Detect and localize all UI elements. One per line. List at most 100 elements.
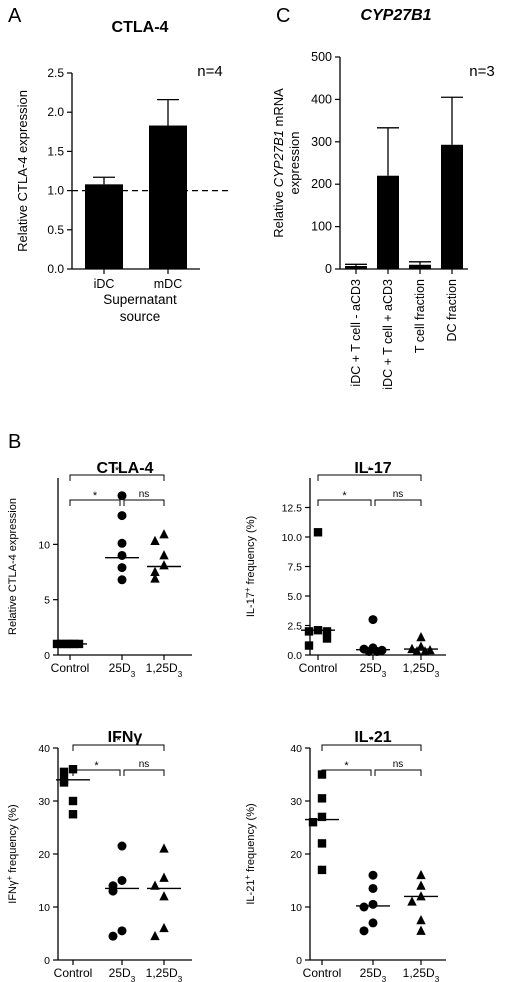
chart-a-y-tick-label: 2.5 (47, 66, 64, 80)
chart-b4-point (359, 926, 369, 936)
chart-b4-title: IL-21 (354, 729, 391, 746)
chart-b1-x-tick-label-part: 3 (131, 669, 136, 679)
chart-b1-x-tick-label: 1,25D3 (146, 661, 183, 679)
chart-b4-point (368, 870, 378, 880)
chart-b2-y-tick-label: 0.0 (287, 650, 302, 662)
chart-b4-x-tick-label: Control (303, 966, 342, 980)
chart-c-y-tick-label: 300 (311, 135, 332, 149)
chart-b3-y-label: IFNγ+ frequency (%) (5, 804, 20, 903)
chart-c-bar (345, 266, 367, 269)
chart-b2-significance-bracket (317, 474, 422, 481)
chart-b3-x-tick-label: Control (54, 966, 93, 980)
chart-b1-point (159, 529, 169, 539)
chart-b4-point (407, 896, 417, 906)
chart-b2-x-tick-label-part: Control (299, 661, 338, 675)
chart-b1-x-tick-label: 25D3 (109, 661, 136, 679)
chart-b4-point (308, 818, 318, 827)
chart-b1-point (159, 550, 169, 560)
chart-c-bar (409, 264, 431, 269)
chart-b4-significance-bracket (321, 769, 372, 776)
chart-b4-x-tick-label-part: 25D (360, 966, 382, 980)
chart-b4-y-tick-label: 0 (296, 955, 302, 967)
chart-a-y-tick-label: 0.5 (47, 223, 64, 237)
chart-b3-point (117, 876, 127, 885)
chart-b3-point (159, 922, 169, 933)
chart-b2-point (322, 634, 332, 643)
chart-b4-x-tick-label-part: 3 (382, 974, 387, 982)
chart-b3-point (68, 796, 78, 806)
chart-b4-significance-label: * (344, 760, 349, 772)
chart-b2-point (364, 646, 374, 656)
chart-c-x-tick-label: iDC + T cell + aCD3 (381, 279, 395, 390)
chart-a-title: CTLA-4 (112, 19, 169, 36)
chart-a-y-tick-label: 1.0 (47, 184, 64, 198)
chart-b3-x-tick-label-part: 3 (178, 974, 183, 982)
chart-b2-point (368, 615, 378, 625)
chart-b1-point (117, 538, 127, 548)
chart-b1-point (150, 566, 160, 577)
chart-b3-x-tick-label-part: Control (54, 966, 93, 980)
chart-b1-point (150, 535, 160, 546)
chart-c-y-tick-label: 200 (311, 177, 332, 191)
chart-b4-point (359, 902, 369, 912)
chart-b2-y-tick-label: 12.5 (282, 503, 303, 515)
chart-b1-y-tick-label: 0 (44, 650, 50, 662)
chart-b3-point (68, 765, 78, 774)
chart-b3-y-tick-label: 0 (44, 955, 50, 967)
chart-b4-significance-label: * (369, 735, 374, 747)
chart-b3-y-tick-label: 30 (38, 796, 50, 808)
chart-b2-x-tick-label: Control (299, 661, 338, 675)
chart-b3-x-tick-label: 25D3 (109, 966, 136, 982)
chart-c-y-label: Relative CYP27B1 mRNA (271, 88, 286, 238)
chart-b4-y-label: IL-21+ frequency (%) (243, 803, 258, 904)
chart-b4-point (317, 865, 327, 875)
chart-b3-significance-label: ns (139, 759, 150, 770)
panel-letter-a: A (8, 5, 22, 27)
chart-b4-x-tick-label-part: 3 (435, 974, 440, 982)
chart-b1-point (117, 511, 127, 521)
chart-b2-point (416, 641, 426, 651)
chart-b3-y-tick-label: 10 (38, 902, 50, 914)
chart-b4-point (317, 794, 327, 803)
chart-b2-point (322, 627, 332, 636)
chart-b3-title: IFNγ (108, 729, 143, 746)
chart-b2-title: IL-17 (354, 460, 391, 477)
chart-b1-significance-label: * (93, 490, 98, 502)
chart-b1-point (117, 491, 127, 501)
chart-b3-point (68, 810, 78, 819)
panel-letter-b: B (8, 431, 21, 453)
chart-b1-significance-bracket (69, 474, 165, 481)
chart-b2-point (416, 632, 426, 642)
chart-c-bar (441, 144, 463, 269)
chart-b4-point (416, 880, 426, 890)
chart-b1-y-label: Relative CTLA-4 expression (7, 498, 19, 635)
chart-b1-x-tick-label-part: 3 (178, 669, 183, 679)
chart-b4-significance-label: ns (393, 759, 404, 770)
chart-a-x-tick-label: mDC (154, 277, 182, 291)
chart-b4-point (368, 899, 378, 909)
chart-b1-point (117, 575, 127, 585)
chart-c-y-tick-label: 0 (325, 262, 332, 276)
chart-b2-y-tick-label: 7.5 (287, 562, 302, 574)
chart-b4-point (368, 883, 378, 893)
chart-b4-x-tick-label-part: 1,25D (403, 966, 435, 980)
chart-b3-significance-bracket (123, 769, 165, 776)
chart-b2-y-tick-label: 5.0 (287, 591, 302, 603)
chart-b3-y-tick-label: 40 (38, 743, 50, 755)
chart-a-x-label: Supernatant (103, 292, 177, 307)
chart-c-bar (377, 175, 399, 269)
chart-c-y-tick-label: 500 (311, 50, 332, 64)
chart-b1-y-tick-label: 5 (44, 595, 50, 607)
chart-b3-significance-bracket (72, 769, 121, 776)
chart-b3-point (117, 841, 127, 851)
chart-b2-point (313, 528, 323, 537)
panel-letter-c: C (276, 5, 290, 27)
chart-b2-significance-bracket (374, 499, 422, 506)
chart-b4-point (368, 918, 378, 928)
chart-b2-significance-label: ns (393, 489, 404, 500)
chart-b2-significance-label: * (342, 490, 347, 502)
chart-b3-x-tick-label-part: 25D (109, 966, 131, 980)
chart-b2-y-tick-label: 2.5 (287, 621, 302, 633)
chart-c-y-label: expression (287, 132, 302, 195)
